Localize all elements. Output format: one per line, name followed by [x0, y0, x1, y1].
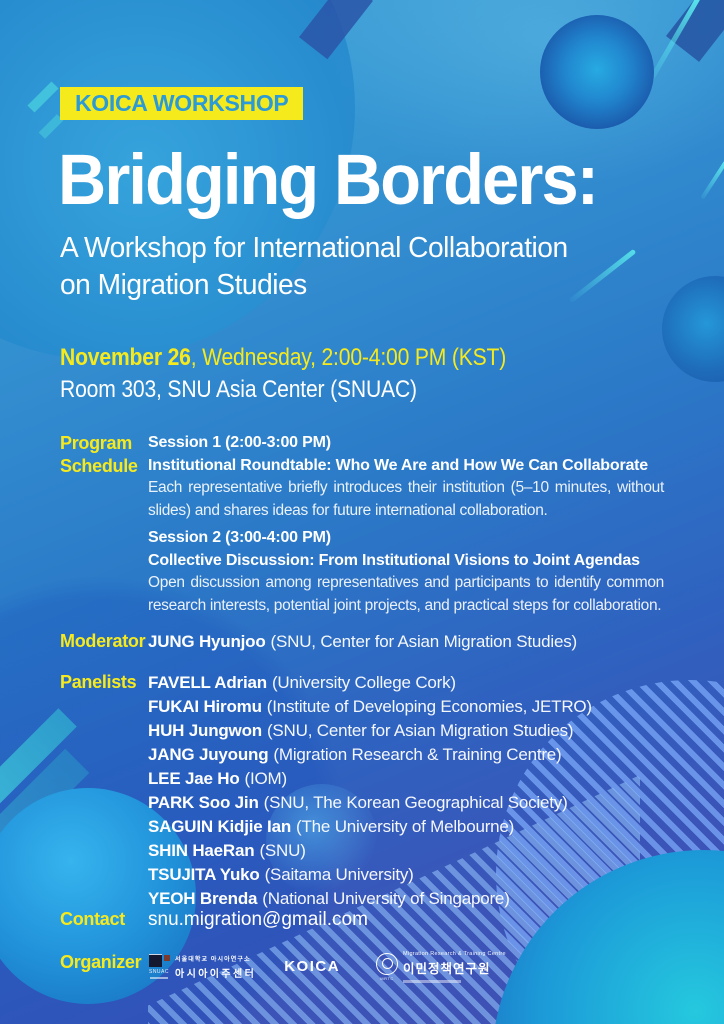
- organizer-label: Organizer: [60, 952, 142, 972]
- mrtc-org-small-text: Migration Research & Training Centre: [403, 951, 506, 957]
- koica-logo: KOICA: [284, 958, 341, 976]
- program-label: Program Schedule: [60, 432, 148, 617]
- panelist-affiliation: (The University of Melbourne): [296, 817, 515, 836]
- mrtc-org-large-text: 이민정책연구원: [403, 962, 491, 976]
- panelist-row: SAGUIN Kidjie Ian (The University of Melb…: [148, 815, 674, 839]
- snuac-emblem-icon: [148, 953, 162, 967]
- session-2: Session 2 (3:00-4:00 PM) Collective Disc…: [148, 527, 674, 617]
- moderator-section: Moderator JUNG Hyunjoo (SNU, Center for A…: [60, 630, 674, 654]
- mrtc-logo: MRTC Migration Research & Training Centr…: [376, 951, 506, 983]
- moderator-label: Moderator: [60, 631, 146, 651]
- panelist-name: TSUJITA Yuko: [148, 865, 260, 884]
- poster-title: Bridging Borders:: [58, 141, 599, 220]
- moderator-name: JUNG Hyunjoo: [148, 632, 266, 651]
- snuac-logo: SNUAC 서울대학교 아시아연구소 아시아이주센터: [148, 953, 257, 980]
- panelist-row: YEOH Brenda (National University of Singa…: [148, 887, 674, 911]
- datetime-venue: November 26, Wednesday, 2:00-4:00 PM (KS…: [60, 342, 506, 406]
- contact-section: Contact snu.migration@gmail.com: [60, 908, 674, 931]
- panelist-affiliation: (University College Cork): [271, 673, 456, 692]
- panelist-row: SHIN HaeRan (SNU): [148, 839, 674, 863]
- session-1: Session 1 (2:00-3:00 PM) Institutional R…: [148, 432, 674, 522]
- panelist-name: SHIN HaeRan: [148, 841, 255, 860]
- venue-line: Room 303, SNU Asia Center (SNUAC): [60, 376, 417, 403]
- panelist-affiliation: (Migration Research & Training Centre): [273, 745, 562, 764]
- decor-sphere-top-right: [540, 15, 654, 129]
- panelist-name: PARK Soo Jin: [148, 793, 259, 812]
- panelist-name: FUKAI Hiromu: [148, 697, 262, 716]
- panelist-name: YEOH Brenda: [148, 889, 258, 908]
- mrtc-globe-icon: [376, 952, 399, 975]
- mrtc-caption-bar: [403, 980, 462, 983]
- panelist-affiliation: (Saitama University): [264, 865, 414, 884]
- date-rest: , Wednesday, 2:00-4:00 PM (KST): [190, 344, 507, 371]
- moderator-row: JUNG Hyunjoo (SNU, Center for Asian Migra…: [148, 630, 674, 654]
- subtitle-line-2: on Migration Studies: [60, 269, 307, 301]
- panelist-name: HUH Jungwon: [148, 721, 262, 740]
- panelist-row: LEE Jae Ho (IOM): [148, 767, 674, 791]
- panelist-affiliation: (Institute of Developing Economies, JETR…: [266, 697, 592, 716]
- program-section: Program Schedule Session 1 (2:00-3:00 PM…: [60, 432, 674, 617]
- poster-subtitle: A Workshop for International Collaborati…: [60, 230, 568, 304]
- decor-soft-bubble: [266, 784, 378, 896]
- snuac-seal-icon: [163, 954, 170, 961]
- panelist-row: JANG Juyoung (Migration Research & Traini…: [148, 743, 674, 767]
- contact-label: Contact: [60, 909, 125, 929]
- session-2-time: Session 2 (3:00-4:00 PM): [148, 529, 331, 546]
- mrtc-mark-text: MRTC: [380, 975, 394, 981]
- snuac-mark-boxes: [148, 953, 170, 967]
- moderator-affiliation: (SNU, Center for Asian Migration Studies…: [270, 632, 578, 651]
- session-2-description: Open discussion among representatives an…: [148, 574, 664, 614]
- panelist-row: HUH Jungwon (SNU, Center for Asian Migrat…: [148, 719, 674, 743]
- panelist-affiliation: (SNU, Center for Asian Migration Studies…: [266, 721, 574, 740]
- mrtc-emblem-icon: MRTC: [376, 952, 399, 981]
- organizer-section: Organizer SNUAC 서울대학교 아시아연: [60, 951, 674, 983]
- session-1-time: Session 1 (2:00-3:00 PM): [148, 434, 331, 451]
- panelist-affiliation: (National University of Singapore): [262, 889, 510, 908]
- panelist-name: LEE Jae Ho: [148, 769, 240, 788]
- panelist-row: PARK Soo Jin (SNU, The Korean Geographica…: [148, 791, 674, 815]
- program-label-line-1: Program: [60, 433, 132, 453]
- session-1-description: Each representative briefly introduces t…: [148, 479, 664, 519]
- mrtc-globe-inner: [381, 958, 393, 970]
- panelists-label: Panelists: [60, 672, 137, 692]
- date-bold: November 26: [60, 344, 191, 371]
- snuac-org-large-text: 아시아이주센터: [175, 968, 257, 980]
- panelist-row: TSUJITA Yuko (Saitama University): [148, 863, 674, 887]
- session-1-title: Institutional Roundtable: Who We Are and…: [148, 456, 649, 474]
- panelist-affiliation: (SNU, The Korean Geographical Society): [263, 793, 568, 812]
- decor-sphere-bottom-left: [0, 788, 196, 1004]
- contact-email: snu.migration@gmail.com: [148, 909, 368, 930]
- panelist-row: FAVELL Adrian (University College Cork): [148, 671, 674, 695]
- snuac-logo-mark-icon: SNUAC: [148, 953, 170, 979]
- panelist-name: FAVELL Adrian: [148, 673, 267, 692]
- panelist-row: FUKAI Hiromu (Institute of Developing Eco…: [148, 695, 674, 719]
- program-label-line-2: Schedule: [60, 455, 138, 476]
- session-2-title: Collective Discussion: From Institutiona…: [148, 551, 640, 569]
- snuac-mark-text: SNUAC: [148, 968, 169, 975]
- date-line: November 26, Wednesday, 2:00-4:00 PM (KS…: [60, 342, 506, 374]
- workshop-badge: KOICA WORKSHOP: [60, 87, 304, 120]
- snuac-mark-caption-bar: [150, 976, 168, 979]
- panelists-section: Panelists FAVELL Adrian (University Colle…: [60, 671, 674, 911]
- panelist-affiliation: (SNU): [259, 841, 306, 860]
- panelist-name: SAGUIN Kidjie Ian: [148, 817, 292, 836]
- organizer-logos: SNUAC 서울대학교 아시아연구소 아시아이주센터 KOICA: [148, 951, 674, 983]
- panelist-name: JANG Juyoung: [148, 745, 269, 764]
- subtitle-line-1: A Workshop for International Collaborati…: [60, 232, 568, 264]
- snuac-org-small-text: 서울대학교 아시아연구소: [175, 956, 251, 963]
- panelist-affiliation: (IOM): [244, 769, 288, 788]
